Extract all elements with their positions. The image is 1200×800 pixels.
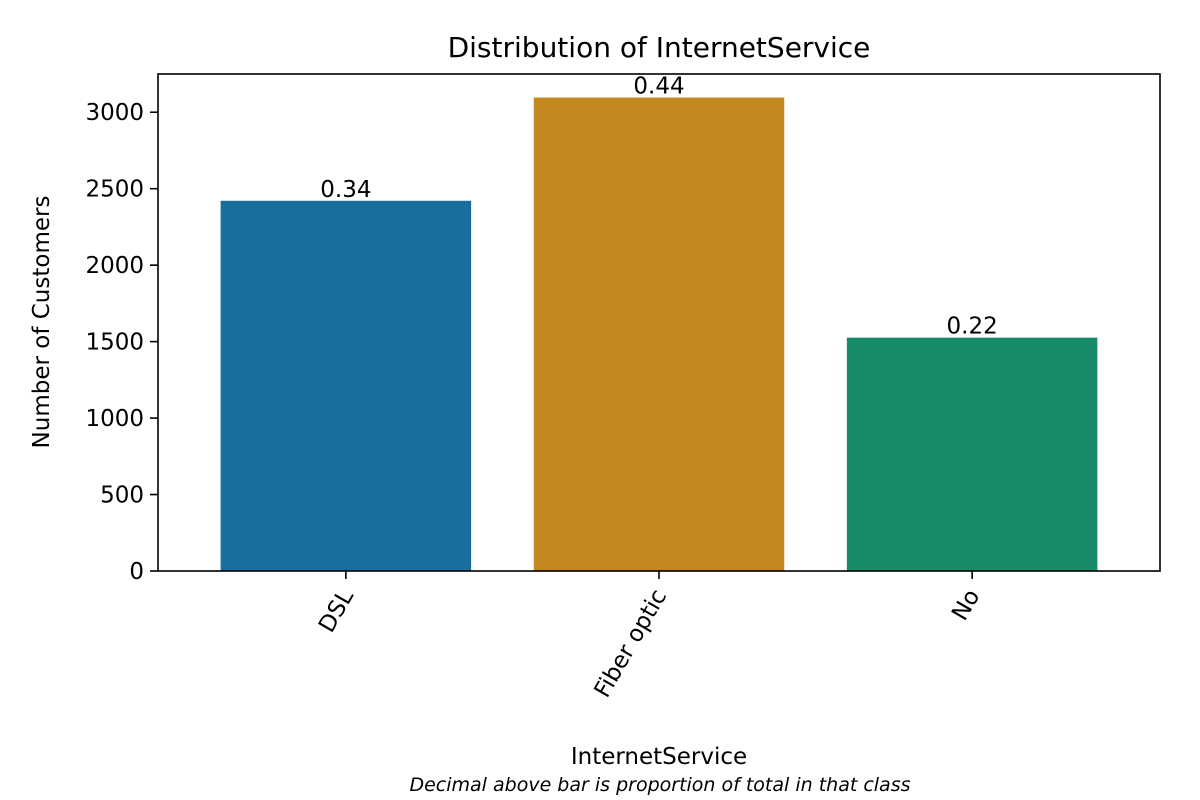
x-tick-label: No	[947, 585, 985, 625]
bar-no	[846, 337, 1098, 571]
chart-title: Distribution of InternetService	[448, 31, 871, 64]
y-tick-label: 1500	[85, 330, 144, 356]
y-tick-label: 1000	[85, 406, 144, 432]
data-label: 0.34	[320, 177, 371, 203]
data-label-group: 0.34 0.44 0.22	[320, 74, 997, 340]
data-label: 0.22	[947, 314, 998, 340]
x-axis: DSL Fiber optic No	[314, 571, 985, 702]
y-axis-label: Number of Customers	[29, 196, 55, 449]
y-tick-label: 500	[100, 483, 144, 509]
bar-dsl	[220, 200, 472, 571]
bar-fiber-optic	[533, 97, 785, 571]
plot-frame	[157, 73, 1161, 572]
x-axis-label: InternetService	[571, 744, 747, 770]
chart-caption: Decimal above bar is proportion of total…	[409, 774, 910, 796]
data-label: 0.44	[633, 74, 684, 100]
y-tick-label: 2500	[85, 177, 144, 203]
x-tick-label: Fiber optic	[590, 585, 673, 702]
y-tick-label: 3000	[85, 100, 144, 126]
x-tick-label: DSL	[314, 585, 359, 637]
y-axis: 0 500 1000 1500 2000 2500 3000	[85, 100, 158, 585]
y-tick-label: 0	[129, 559, 144, 585]
bar-group	[220, 97, 1098, 571]
y-tick-label: 2000	[85, 253, 144, 279]
